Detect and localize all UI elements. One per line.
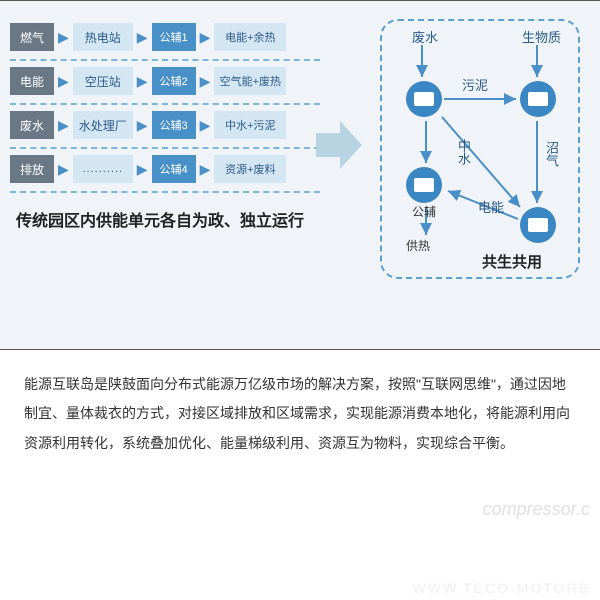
- separator: [10, 59, 320, 61]
- arrow-icon: ▶: [137, 117, 148, 134]
- arrow-icon: ▶: [58, 73, 69, 90]
- output-box: 空气能+废热: [214, 67, 286, 95]
- row-label: 废水: [10, 111, 54, 139]
- process-box: 水处理厂: [73, 111, 133, 139]
- process-box: 热电站: [73, 23, 133, 51]
- separator: [10, 147, 320, 149]
- separator: [10, 103, 320, 105]
- aux-box: 公辅3: [152, 111, 196, 139]
- arrow-icon: ▶: [58, 117, 69, 134]
- watermark: WWW.TECO-MOTORS: [413, 580, 591, 596]
- node-label: 公辅: [412, 203, 436, 220]
- process-box: 空压站: [73, 67, 133, 95]
- aux-box: 公辅4: [152, 155, 196, 183]
- aux-icon: [406, 167, 442, 203]
- network-panel: 废水 生物质 公辅 供热 污泥 沼气 中水 电能 共生共用: [380, 19, 580, 279]
- process-box-dots: ..........: [73, 155, 133, 183]
- separator: [10, 191, 320, 193]
- arrow-icon: ▶: [137, 73, 148, 90]
- arrow-icon: ▶: [200, 73, 211, 90]
- arrow-icon: ▶: [137, 161, 148, 178]
- network-node: [406, 81, 442, 117]
- arrow-icon: ▶: [137, 29, 148, 46]
- aux-box: 公辅1: [152, 23, 196, 51]
- edge-label: 电能: [478, 197, 504, 216]
- row-label: 燃气: [10, 23, 54, 51]
- storage-icon: [520, 81, 556, 117]
- plant-icon: [520, 207, 556, 243]
- output-box: 中水+污泥: [214, 111, 286, 139]
- diagram-container: 燃气 ▶ 热电站 ▶ 公辅1 ▶ 电能+余热 电能 ▶ 空压站 ▶ 公辅2 ▶ …: [0, 0, 600, 350]
- network-node: 公辅: [406, 167, 442, 220]
- watermark: compressor.c: [483, 499, 590, 520]
- row-label: 电能: [10, 67, 54, 95]
- factory-icon: [406, 81, 442, 117]
- arrow-icon: ▶: [58, 161, 69, 178]
- arrow-icon: ▶: [200, 161, 211, 178]
- edge-label: 沼气: [542, 141, 561, 167]
- arrow-icon: ▶: [200, 117, 211, 134]
- output-box: 资源+废料: [214, 155, 286, 183]
- aux-box: 公辅2: [152, 67, 196, 95]
- network-node-label: 供热: [406, 237, 430, 254]
- network-node: [520, 207, 556, 243]
- big-arrow-icon: [340, 121, 362, 169]
- network-footer: 共生共用: [482, 251, 542, 272]
- edge-label: 中水: [454, 139, 473, 165]
- network-node: [520, 81, 556, 117]
- row-label: 排放: [10, 155, 54, 183]
- edge-label: 污泥: [462, 75, 488, 94]
- arrow-icon: ▶: [200, 29, 211, 46]
- arrow-icon: ▶: [58, 29, 69, 46]
- output-box: 电能+余热: [214, 23, 286, 51]
- body-paragraph: 能源互联岛是陕鼓面向分布式能源万亿级市场的解决方案，按照"互联网思维"，通过因地…: [0, 350, 600, 478]
